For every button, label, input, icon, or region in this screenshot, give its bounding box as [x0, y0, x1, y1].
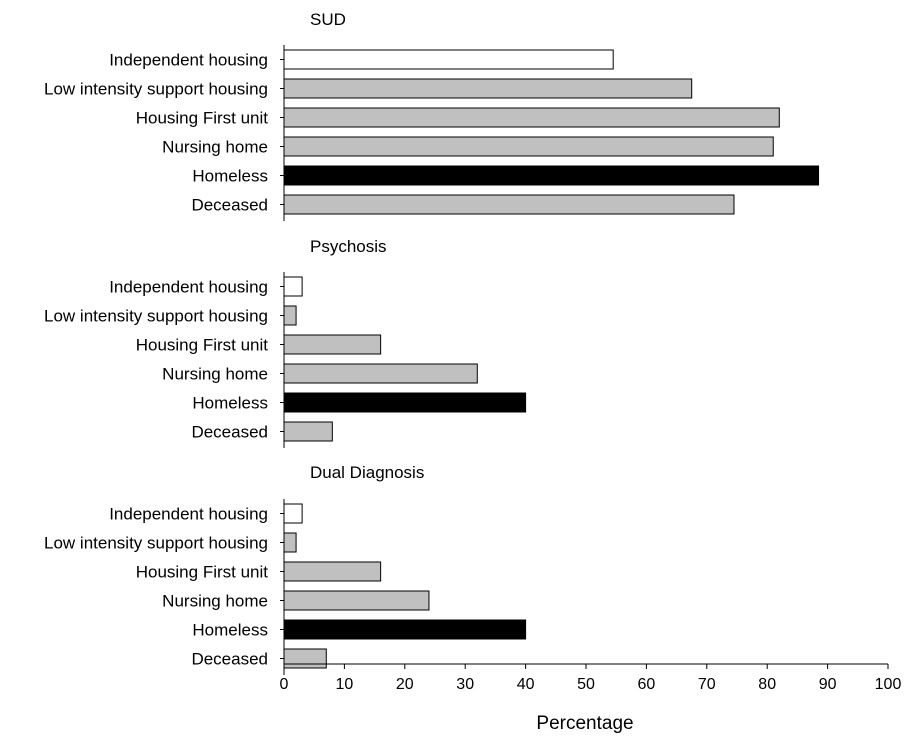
- panel-2: Psychosis Independent housing Low intensit…: [44, 237, 527, 448]
- bar: [283, 503, 303, 524]
- bar: [283, 392, 527, 413]
- bar: [283, 532, 297, 553]
- category-label: Deceased: [191, 196, 268, 215]
- category-label: Low intensity support housing: [44, 80, 268, 99]
- x-tick-label: 90: [819, 676, 837, 693]
- x-tick-label: 70: [698, 676, 716, 693]
- x-tick-label: 30: [456, 676, 474, 693]
- panel-title: Dual Diagnosis: [310, 463, 424, 482]
- bar: [283, 194, 735, 215]
- category-label: Homeless: [192, 394, 268, 413]
- panel-title: Psychosis: [310, 237, 387, 256]
- bar: [283, 619, 527, 640]
- bar: [283, 363, 478, 384]
- x-tick-label: 0: [280, 676, 289, 693]
- chart-panels: SUD Independent housing Low intensity supp…: [44, 10, 820, 675]
- bar: [283, 136, 774, 157]
- x-axis-title: Percentage: [536, 713, 633, 734]
- x-tick-label: 10: [336, 676, 354, 693]
- category-label: Independent housing: [109, 505, 268, 524]
- bar: [283, 276, 303, 297]
- x-tick-label: 60: [638, 676, 656, 693]
- panel-3: Dual Diagnosis Independent housing Low int…: [44, 463, 527, 675]
- category-label: Nursing home: [162, 592, 268, 611]
- category-label: Homeless: [192, 621, 268, 640]
- bar: [283, 561, 382, 582]
- bar: [283, 590, 430, 611]
- category-label: Independent housing: [109, 51, 268, 70]
- bar: [283, 78, 693, 99]
- bar: [283, 165, 820, 186]
- category-label: Housing First unit: [136, 336, 269, 355]
- category-label: Housing First unit: [136, 109, 269, 128]
- x-tick-label: 50: [577, 676, 595, 693]
- x-tick-label: 20: [396, 676, 414, 693]
- category-label: Independent housing: [109, 278, 268, 297]
- x-axis: 0 10 20 30 40 50 60 70 80 90 100: [280, 663, 902, 693]
- category-label: Housing First unit: [136, 563, 269, 582]
- x-tick-label: 40: [517, 676, 535, 693]
- bar: [283, 305, 297, 326]
- x-tick-label: 80: [758, 676, 776, 693]
- bar: [283, 107, 780, 128]
- panel-1: SUD Independent housing Low intensity supp…: [44, 10, 820, 221]
- x-tick-label: 100: [875, 676, 902, 693]
- category-label: Nursing home: [162, 138, 268, 157]
- category-label: Nursing home: [162, 365, 268, 384]
- category-label: Deceased: [191, 650, 268, 669]
- category-label: Low intensity support housing: [44, 534, 268, 553]
- category-label: Low intensity support housing: [44, 307, 268, 326]
- category-label: Deceased: [191, 423, 268, 442]
- category-label: Homeless: [192, 167, 268, 186]
- bar: [283, 49, 614, 70]
- bar: [283, 334, 382, 355]
- bar: [283, 648, 327, 669]
- panel-title: SUD: [310, 10, 346, 29]
- bar: [283, 421, 333, 442]
